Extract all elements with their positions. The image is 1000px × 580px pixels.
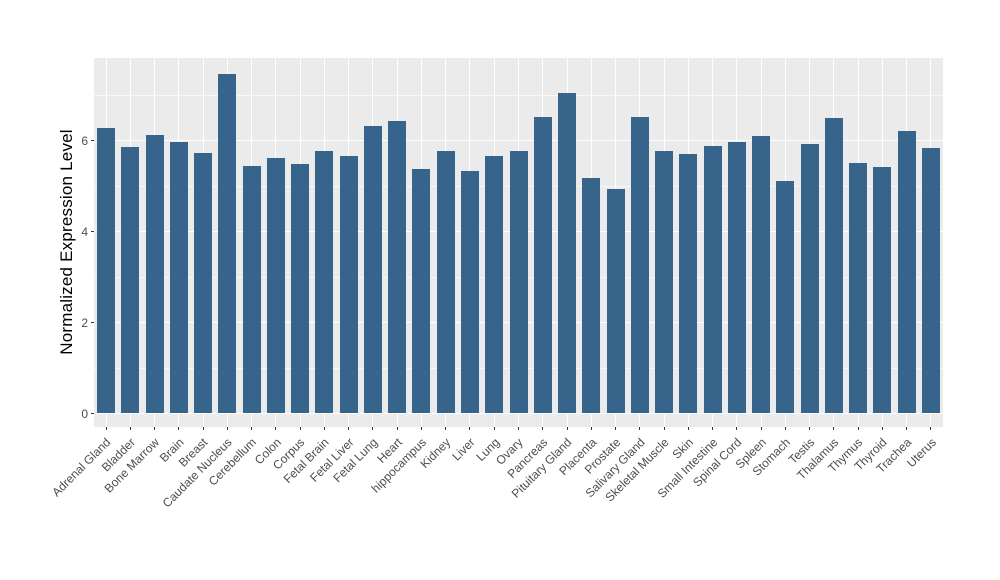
x-tick-mark: [518, 427, 519, 430]
bar-breast: [194, 152, 213, 414]
bar-adrenal-gland: [97, 127, 116, 414]
x-tick-mark: [687, 427, 689, 430]
bar-pancreas: [533, 116, 552, 414]
bar-colon: [266, 158, 285, 414]
bar-skin: [679, 153, 698, 414]
bar-thyroid: [873, 167, 892, 414]
x-tick-mark: [323, 427, 325, 430]
bar-cerebellum: [242, 165, 261, 414]
y-tick-label: 4: [81, 224, 88, 239]
bar-stomach: [776, 180, 795, 414]
gridline-major: [94, 413, 943, 414]
bar-caudate-nucleus: [218, 73, 237, 414]
bar-brain: [169, 141, 188, 414]
x-tick-mark: [906, 427, 908, 430]
x-tick-mark: [615, 427, 617, 430]
x-tick-mark: [857, 427, 859, 430]
x-tick-mark: [639, 427, 641, 430]
x-tick-mark: [833, 427, 835, 430]
x-tick-mark: [275, 427, 277, 430]
bar-skeletal-muscle: [655, 150, 674, 414]
bar-ovary: [509, 151, 528, 414]
bar-trachea: [897, 131, 916, 414]
bar-uterus: [921, 148, 940, 414]
x-tick-mark: [178, 427, 180, 430]
x-tick-mark: [881, 427, 883, 430]
bar-fetal-brain: [315, 150, 334, 414]
bar-bone-marrow: [145, 135, 164, 414]
plot-panel: [94, 58, 943, 427]
bar-prostate: [606, 188, 625, 414]
x-tick-mark: [736, 427, 738, 430]
x-tick-mark: [784, 427, 786, 430]
gridline-major: [94, 140, 943, 141]
x-tick-mark: [299, 427, 301, 430]
y-tick-label: 2: [81, 315, 88, 330]
x-tick-mark: [226, 427, 228, 430]
x-tick-mark: [469, 427, 471, 430]
bar-bladder: [121, 147, 140, 414]
y-tick-mark: [90, 140, 94, 141]
bar-corpus: [291, 164, 310, 414]
bar-spleen: [752, 136, 771, 414]
x-tick-mark: [396, 427, 398, 430]
bar-fetal-lung: [363, 126, 382, 414]
x-tick-mark: [663, 427, 665, 430]
x-tick-mark: [590, 427, 592, 430]
x-tick-mark: [930, 427, 932, 430]
bar-kidney: [436, 150, 455, 414]
x-tick-mark: [154, 427, 156, 430]
bar-testis: [800, 144, 819, 414]
bar-liver: [460, 170, 479, 414]
bar-hippocampus: [412, 169, 431, 414]
x-tick-mark: [129, 427, 131, 430]
x-tick-mark: [809, 427, 811, 430]
bar-heart: [388, 121, 407, 414]
x-tick-label-text: Liver: [449, 435, 478, 464]
bar-fetal-liver: [339, 155, 358, 414]
x-tick-mark: [348, 427, 350, 430]
gridline-minor: [94, 94, 943, 96]
x-tick-mark: [202, 427, 204, 430]
bar-thymus: [849, 162, 868, 414]
bar-thalamus: [824, 118, 843, 414]
x-tick-mark: [445, 427, 447, 430]
bar-lung: [485, 155, 504, 414]
bar-pituitary-gland: [558, 92, 576, 414]
x-tick-mark: [760, 427, 762, 430]
x-tick-mark: [420, 427, 422, 430]
y-tick-mark: [90, 231, 94, 232]
bar-small-intestine: [703, 145, 722, 414]
y-tick-label: 0: [81, 406, 88, 421]
x-tick-mark: [566, 427, 568, 430]
bar-spinal-cord: [727, 142, 746, 414]
y-tick-mark: [90, 322, 94, 323]
y-tick-label: 6: [81, 133, 88, 148]
x-tick-mark: [105, 427, 107, 430]
bar-salivary-gland: [630, 117, 649, 414]
bar-placenta: [582, 177, 601, 414]
x-tick-mark: [542, 427, 544, 430]
x-tick-mark: [372, 427, 374, 430]
y-tick-mark: [90, 413, 94, 414]
x-tick-mark: [712, 427, 714, 430]
x-tick-mark: [493, 427, 495, 430]
x-tick-mark: [251, 427, 253, 430]
